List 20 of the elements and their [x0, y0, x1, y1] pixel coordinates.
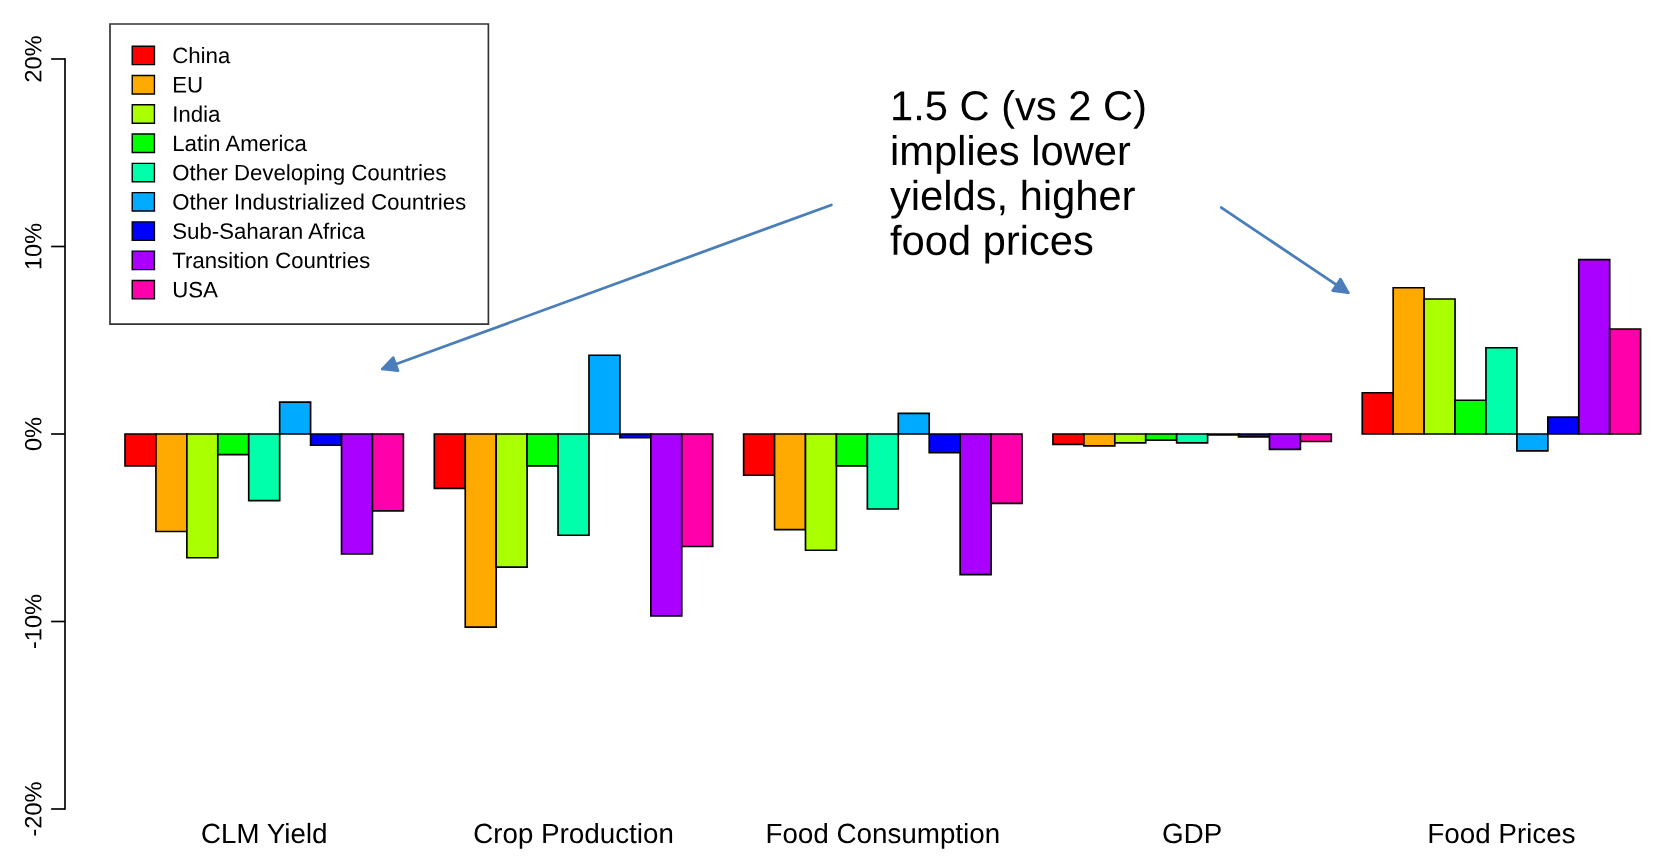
legend-label: Sub-Saharan Africa	[173, 222, 365, 239]
x-tick-label: Food Consumption	[767, 822, 999, 849]
x-tick-label: GDP	[1163, 823, 1221, 844]
x-tick-label: Food Prices	[1429, 822, 1575, 844]
y-tick-label: 20%	[24, 36, 42, 82]
legend-label: USA	[173, 281, 218, 298]
y-tick-label: -20%	[24, 782, 42, 836]
legend-label: Other Developing Countries	[173, 164, 446, 185]
y-tick-label: 10%	[24, 223, 42, 269]
x-tick-label: Crop Production	[474, 822, 673, 849]
legend-label: Latin America	[174, 134, 307, 152]
annotation: 1.5 C (vs 2 C) implies lower yields, higher food prices	[890, 90, 1145, 264]
legend-label: Other Industrialized Countries	[173, 193, 466, 210]
y-tick-label: -10%	[24, 594, 42, 649]
x-tick-label: CLM Yield	[202, 822, 326, 844]
legend-label: China	[173, 47, 231, 64]
legend-label: Transition Countries	[172, 251, 370, 269]
legend-label: EU	[174, 77, 202, 93]
y-tick-label: 0%	[24, 417, 42, 451]
legend-label: India	[174, 105, 221, 122]
